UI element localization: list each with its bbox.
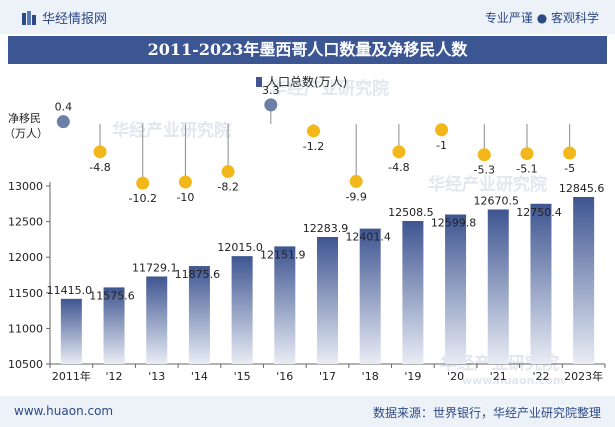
slogan: 专业严谨 ● 客观科学 bbox=[484, 11, 599, 25]
population-data-label: 12845.6 bbox=[559, 182, 605, 195]
population-data-label: 12508.5 bbox=[388, 206, 434, 219]
migration-marker bbox=[221, 165, 235, 179]
migration-marker bbox=[392, 145, 406, 159]
migration-data-label: 0.4 bbox=[55, 101, 73, 114]
population-data-label: 12283.9 bbox=[303, 222, 349, 235]
y-tick-label: 12500 bbox=[8, 216, 43, 229]
chart-title: 2011-2023年墨西哥人口数量及净移民人数 bbox=[8, 36, 607, 64]
x-tick-label: '18 bbox=[362, 370, 379, 383]
x-tick-label: 2011年 bbox=[52, 369, 91, 383]
y-tick-label: 10500 bbox=[8, 358, 43, 371]
footer: www.huaon.com 数据来源：世界银行，华经产业研究院整理 bbox=[0, 396, 615, 427]
x-tick-label: '16 bbox=[276, 370, 293, 383]
migration-data-label: -9.9 bbox=[345, 190, 366, 203]
migration-data-label: -5.3 bbox=[474, 164, 495, 177]
top-banner: 华经情报网 专业严谨 ● 客观科学 bbox=[0, 0, 615, 34]
population-bars bbox=[60, 196, 595, 364]
x-tick-label: 2023年 bbox=[564, 369, 603, 383]
population-bar bbox=[60, 298, 82, 364]
axis-labels: 2011年 '12 '13 '14 '15 '16 '17 '18 '19 '20 '21 '22 20… bbox=[52, 369, 603, 383]
x-tick-label: '15 bbox=[234, 370, 251, 383]
population-data-label: 12599.8 bbox=[431, 216, 477, 229]
data-source: 数据来源：世界银行，华经产业研究院整理 bbox=[372, 406, 601, 420]
population-bar bbox=[274, 246, 296, 364]
legend-swatch bbox=[256, 77, 262, 87]
watermark-text: 华经产业研究院 bbox=[428, 174, 547, 195]
migration-marker bbox=[307, 124, 320, 138]
x-tick-label: '22 bbox=[532, 370, 549, 383]
legend-label: 人口总数(万人) bbox=[266, 74, 347, 89]
migration-marker bbox=[520, 147, 534, 161]
chart-canvas: 华经产业研究院华经产业研究院华经产业研究院华经产业研究院www.huaon.co… bbox=[4, 74, 606, 387]
x-tick-label: '21 bbox=[490, 370, 507, 383]
population-bar bbox=[487, 209, 509, 364]
migration-axis-label: 净移民 bbox=[8, 111, 41, 125]
population-data-label: 12151.9 bbox=[260, 248, 306, 261]
migration-data-label: -5.1 bbox=[516, 163, 537, 176]
migration-marker bbox=[349, 174, 363, 188]
population-bar bbox=[402, 220, 424, 364]
migration-data-label: -8.2 bbox=[217, 181, 238, 194]
huajing-logo-icon bbox=[22, 10, 36, 25]
footer-url[interactable]: www.huaon.com bbox=[14, 404, 114, 418]
y-tick-label: 11500 bbox=[8, 287, 43, 300]
migration-marker bbox=[93, 145, 107, 159]
y-tick-label: 11000 bbox=[8, 322, 43, 335]
migration-data-label: -1 bbox=[436, 139, 447, 152]
population-data-label: 11415.0 bbox=[47, 284, 93, 297]
population-bar bbox=[359, 228, 381, 364]
migration-data-label: -10.2 bbox=[128, 192, 156, 205]
population-data-label: 12750.4 bbox=[516, 206, 562, 219]
population-bar bbox=[231, 256, 253, 364]
watermark-url: www.huaon.com bbox=[462, 374, 564, 387]
migration-marker bbox=[136, 176, 150, 190]
population-bar bbox=[146, 276, 168, 364]
x-tick-label: '12 bbox=[106, 370, 123, 383]
x-tick-label: '19 bbox=[404, 370, 421, 383]
population-bar bbox=[188, 266, 210, 364]
population-bar bbox=[530, 203, 552, 364]
population-bar bbox=[317, 236, 338, 364]
watermark-text: 华经产业研究院 bbox=[112, 120, 231, 141]
population-data-label: 11875.6 bbox=[175, 268, 221, 281]
watermark-text: 华经产业研究院 bbox=[270, 78, 389, 99]
brand-name: 华经情报网 bbox=[42, 12, 108, 27]
migration-axis-unit: （万人） bbox=[4, 127, 48, 140]
migration-marker bbox=[264, 98, 278, 112]
population-bar bbox=[445, 214, 467, 364]
brand: 华经情报网 bbox=[22, 8, 107, 27]
population-bar bbox=[103, 287, 125, 364]
migration-marker bbox=[178, 175, 192, 189]
migration-data-label: -4.8 bbox=[388, 161, 409, 174]
population-data-label: 11575.6 bbox=[89, 289, 135, 302]
population-data-label: 11729.1 bbox=[132, 261, 178, 274]
population-data-label: 12670.5 bbox=[474, 194, 520, 207]
migration-data-label: -5 bbox=[564, 162, 575, 175]
population-bar bbox=[573, 196, 595, 364]
migration-data-label: -1.2 bbox=[303, 140, 324, 153]
population-data-label: 12015.0 bbox=[217, 241, 263, 254]
x-tick-label: '17 bbox=[319, 370, 336, 383]
migration-marker bbox=[477, 148, 491, 162]
y-tick-label: 12000 bbox=[8, 251, 43, 264]
migration-data-label: -10 bbox=[176, 191, 194, 204]
x-tick-label: '14 bbox=[191, 370, 208, 383]
x-tick-label: '20 bbox=[447, 370, 464, 383]
migration-marker bbox=[563, 146, 577, 160]
y-tick-label: 13000 bbox=[8, 180, 43, 193]
migration-data-label: 3.3 bbox=[262, 84, 280, 97]
migration-lollipops: 净移民 （万人） 0.4 -4.8 -10.2 -10 -8.2 3.3 -1.2 -9.9 -4.… bbox=[4, 84, 577, 205]
migration-marker bbox=[435, 123, 449, 137]
legend: 人口总数(万人) bbox=[256, 74, 347, 89]
migration-marker bbox=[56, 115, 70, 129]
x-tick-label: '13 bbox=[148, 370, 165, 383]
migration-data-label: -4.8 bbox=[89, 161, 110, 174]
population-data-label: 12401.4 bbox=[345, 231, 391, 244]
